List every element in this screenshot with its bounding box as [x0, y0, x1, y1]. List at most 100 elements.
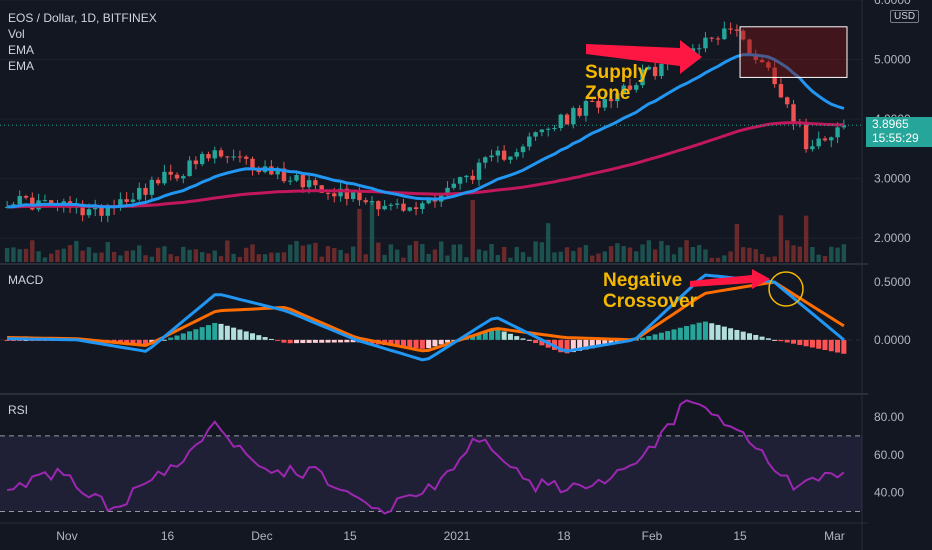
candle-body: [596, 101, 601, 108]
supply-zone-line1: Supply: [585, 62, 649, 83]
supply-zone-line2: Zone: [585, 83, 631, 104]
volume-bar: [590, 255, 595, 262]
indicator-ema-1: EMA: [8, 43, 35, 57]
volume-bar: [439, 241, 444, 262]
rsi-tick-label: 60.00: [874, 448, 904, 462]
volume-bar: [740, 247, 746, 262]
volume-bar: [527, 256, 532, 262]
volume-bar: [464, 257, 469, 262]
candle-body: [344, 188, 350, 199]
candle-body: [489, 155, 494, 158]
candle-body: [394, 203, 400, 205]
macd-histogram-bar: [256, 335, 262, 340]
supply-zone-box: [739, 26, 848, 78]
candle-body: [514, 152, 519, 157]
candle-body: [822, 138, 828, 141]
macd-histogram-bar: [10, 339, 16, 342]
volume-bar: [451, 244, 457, 262]
macd-histogram-bar: [287, 339, 293, 344]
candle-body: [105, 206, 111, 216]
volume-bar: [690, 246, 696, 262]
volume-bar: [571, 250, 576, 262]
volume-bar: [218, 256, 224, 262]
volume-bar: [168, 254, 173, 262]
macd-histogram-bar: [690, 324, 696, 340]
volume-bar: [778, 215, 784, 262]
crossover-circle: [768, 271, 804, 307]
volume-bar: [4, 247, 10, 262]
macd-histogram-bar: [489, 329, 495, 340]
macd-histogram-bar: [407, 339, 413, 348]
volume-bar: [407, 245, 412, 262]
volume-bar: [269, 252, 274, 262]
candle-body: [476, 162, 482, 180]
macd-histogram-bar: [658, 332, 664, 340]
candle-body: [401, 203, 406, 211]
volume-bar: [759, 254, 765, 262]
macd-histogram-bar: [640, 337, 646, 340]
time-tick-label: 16: [161, 529, 175, 543]
candle-body: [627, 85, 633, 90]
volume-bar: [766, 257, 771, 262]
volume-bar: [262, 254, 268, 262]
volume-bar: [181, 246, 186, 262]
macd-histogram-bar: [646, 336, 652, 340]
candle-body: [250, 158, 255, 171]
price-tick-label: 6.0000: [874, 0, 911, 7]
macd-histogram-bar: [325, 339, 331, 343]
volume-bar: [803, 215, 809, 262]
volume-bar: [93, 252, 98, 262]
volume-bar: [552, 252, 557, 262]
volume-bar: [212, 250, 217, 262]
candle-body: [709, 37, 714, 39]
macd-histogram-bar: [728, 328, 734, 340]
volume-bar: [382, 254, 387, 262]
volume-bar: [174, 256, 180, 262]
macd-histogram-bar: [17, 339, 23, 342]
macd-histogram-bar: [495, 329, 501, 340]
macd-histogram-bar: [161, 339, 167, 341]
candle-body: [162, 171, 167, 184]
macd-pane-label: MACD: [8, 273, 44, 287]
macd-histogram-bar: [709, 323, 715, 340]
ema-slow-line: [7, 121, 844, 209]
macd-histogram-bar: [501, 331, 507, 340]
macd-histogram-bar: [822, 339, 828, 350]
rsi-band-fill: [0, 435, 862, 512]
volume-bar: [17, 249, 22, 262]
candle-body: [306, 180, 312, 188]
volume-bar: [841, 244, 847, 262]
candle-body: [288, 180, 293, 182]
volume-bar: [225, 240, 230, 262]
volume-bar: [791, 245, 796, 262]
volume-bar: [111, 251, 117, 262]
rsi-tick-label: 40.00: [874, 486, 904, 500]
volume-bar: [363, 254, 368, 262]
volume-bar: [577, 247, 582, 262]
time-tick-label: Nov: [56, 529, 77, 543]
volume-bar: [640, 244, 645, 262]
macd-histogram-bar: [797, 339, 803, 345]
volume-bar: [678, 247, 683, 262]
volume-bar: [401, 257, 406, 262]
candle-body: [520, 146, 526, 153]
volume-bar: [42, 257, 48, 262]
volume-bar: [413, 241, 419, 262]
candle-body: [187, 160, 192, 177]
macd-histogram-bar: [350, 339, 356, 343]
macd-histogram-bar: [143, 339, 149, 346]
macd-tick-label: 0.5000: [874, 275, 911, 289]
candle-body: [206, 153, 211, 159]
candle-body: [332, 193, 337, 197]
candle-body: [602, 99, 607, 108]
currency-button[interactable]: USD: [890, 10, 920, 23]
macd-signal-line: [7, 280, 845, 353]
candle-body: [615, 93, 620, 102]
volume-bar: [659, 240, 664, 262]
macd-histogram-bar: [388, 339, 394, 346]
candle-body: [99, 205, 104, 216]
volume-bar: [244, 247, 249, 262]
volume-bar: [596, 253, 601, 262]
macd-histogram-bar: [249, 333, 256, 340]
